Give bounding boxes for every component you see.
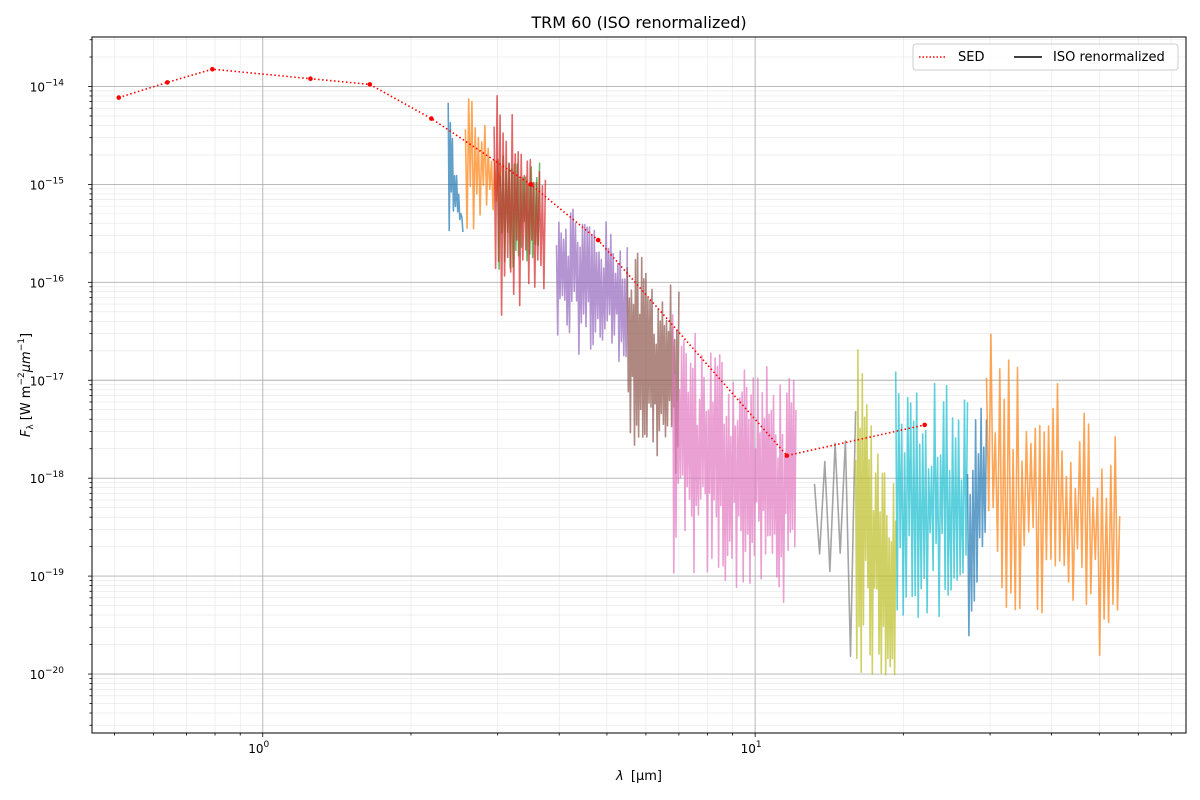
iso-segment-10 xyxy=(966,407,988,637)
iso-segment-9 xyxy=(894,371,969,619)
x-axis-label: λ [μm] xyxy=(615,769,662,784)
iso-segment-3 xyxy=(493,95,547,316)
axis-ticks xyxy=(88,39,1172,737)
iso-spectrum-segments xyxy=(447,95,1121,676)
sed-point xyxy=(210,66,215,72)
legend-box xyxy=(912,43,1179,71)
y-axis-label: Fλ[W m−2μm−1] xyxy=(17,333,36,437)
y-tick-label: 10−14 xyxy=(30,78,65,94)
y-tick-label: 10−20 xyxy=(30,666,65,682)
iso-segment-8 xyxy=(854,348,897,676)
iso-segment-5 xyxy=(626,252,680,474)
y-tick-label: 10−18 xyxy=(30,470,65,486)
legend: SED ISO renormalized xyxy=(912,43,1179,71)
sed-point xyxy=(367,82,373,87)
sed-point xyxy=(922,422,928,428)
y-tick-label: 10−17 xyxy=(30,372,64,388)
y-tick-label: 10−15 xyxy=(30,176,64,192)
legend-sed-label: SED xyxy=(958,50,984,65)
iso-segment-7 xyxy=(813,411,857,658)
x-tick-label: 101 xyxy=(741,740,762,756)
sed-point xyxy=(595,237,601,243)
legend-iso-label: ISO renormalized xyxy=(1053,50,1165,65)
iso-segment-0 xyxy=(447,102,464,233)
iso-segment-6 xyxy=(671,314,797,604)
chart-title: TRM 60 (ISO renormalized) xyxy=(530,13,746,32)
sed-line xyxy=(118,68,925,457)
major-grid xyxy=(92,37,1186,733)
sed-point xyxy=(429,116,434,121)
x-tick-label: 100 xyxy=(248,740,269,756)
sed-series xyxy=(116,66,928,458)
y-tick-label: 10−19 xyxy=(30,568,65,584)
sed-point xyxy=(165,80,170,85)
y-tick-labels: 10−20 10−19 10−18 10−17 10−16 10−15 10−14 xyxy=(30,78,65,682)
sed-point xyxy=(528,182,533,187)
x-tick-labels: 100 101 xyxy=(248,740,761,756)
sed-point xyxy=(308,76,313,82)
sed-point xyxy=(116,95,122,100)
iso-segment-11 xyxy=(985,333,1121,656)
sed-point xyxy=(784,453,790,458)
y-tick-label: 10−16 xyxy=(30,274,65,290)
